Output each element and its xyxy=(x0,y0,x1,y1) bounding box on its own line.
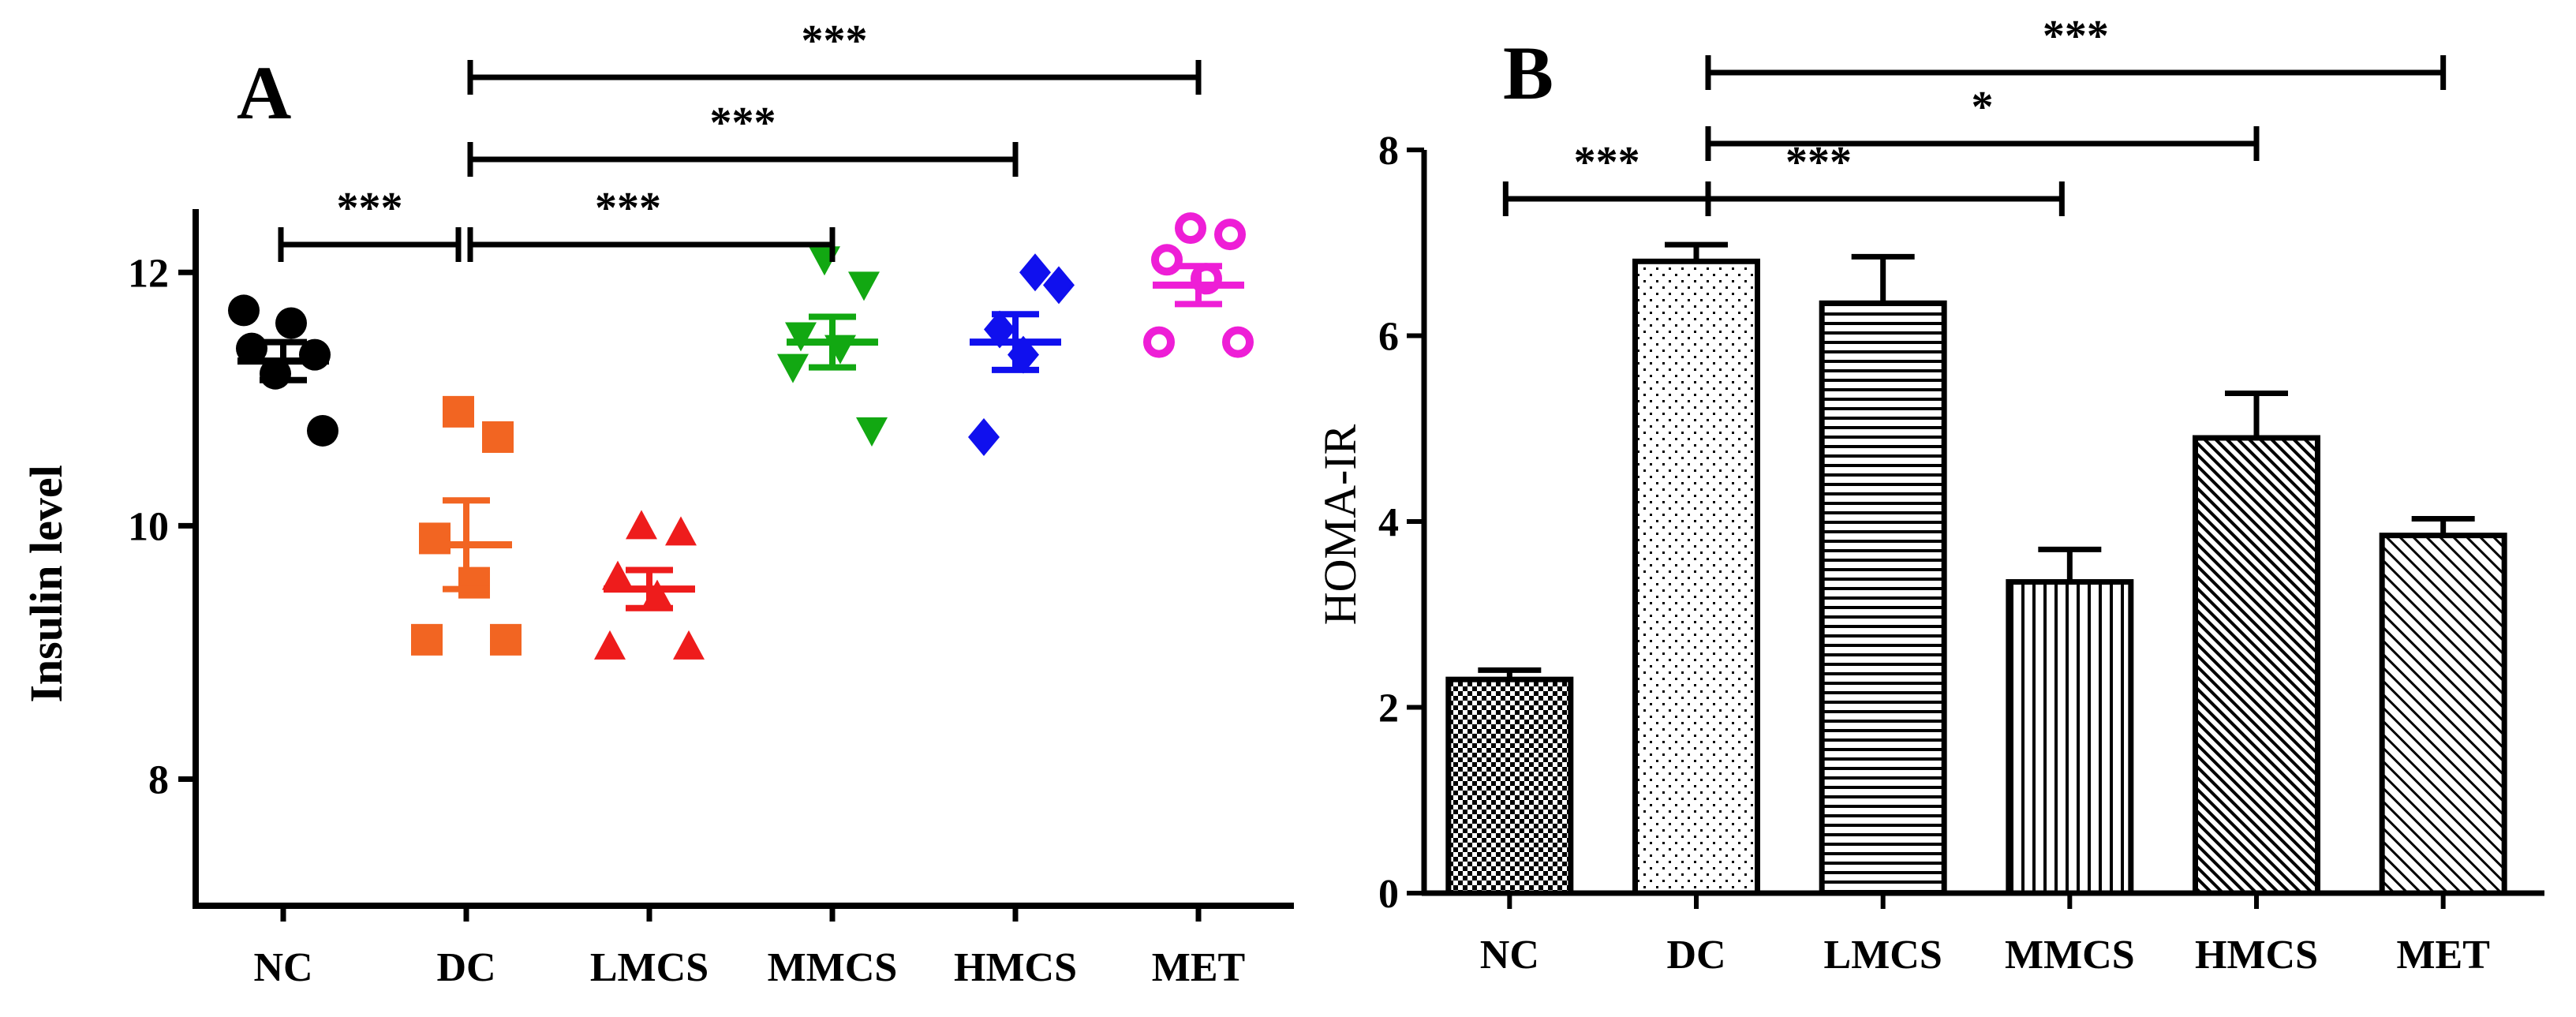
significance-label: *** xyxy=(337,184,403,233)
data-point xyxy=(1043,266,1075,305)
panel-a-category-label: LMCS xyxy=(590,945,708,990)
data-point xyxy=(809,246,840,276)
panel-a-ytick-label: 10 xyxy=(128,504,169,549)
data-point xyxy=(602,560,634,590)
data-point xyxy=(665,516,697,546)
data-point xyxy=(307,414,338,447)
significance-label: *** xyxy=(710,99,776,148)
panel-b-significance-bracket: *** xyxy=(1705,12,2447,90)
bar xyxy=(2379,533,2507,896)
panel-a-category-label: DC xyxy=(436,945,495,990)
panel-a-annotations: *** *** *** *** xyxy=(278,17,1202,262)
panel-b-letter: B xyxy=(1503,31,1553,115)
panel-a-ylabel: Insulin level xyxy=(21,465,72,702)
data-point xyxy=(1214,219,1246,251)
panel-a-significance-bracket: *** xyxy=(467,184,836,262)
data-point xyxy=(1143,326,1175,358)
data-point xyxy=(482,421,514,453)
panel-b-annotations: *** ******* xyxy=(1502,12,2447,216)
bar xyxy=(1632,258,1760,896)
panel-b-bar-group-lmcs xyxy=(1819,253,1947,896)
panel-b-category-label: MMCS xyxy=(2005,933,2135,978)
significance-label: *** xyxy=(802,17,868,65)
panel-a-significance-bracket: *** xyxy=(278,184,462,262)
data-point xyxy=(777,353,809,383)
panel-a-axes: 8 10 12 NC DC LMCS MMCS HMCS MET xyxy=(128,209,1294,990)
panel-a-category-label: MET xyxy=(1152,945,1245,990)
panel-b-marks xyxy=(1445,241,2507,896)
data-point xyxy=(1222,326,1254,358)
significance-label: *** xyxy=(595,184,661,233)
significance-label: * xyxy=(1972,83,1994,132)
panel-a: A Insulin level 8 10 12 NC DC LMCS MMCS HMCS MET… xyxy=(21,17,1294,990)
data-point xyxy=(1151,244,1183,276)
panel-b-significance-bracket: *** xyxy=(1705,138,2065,216)
panel-a-significance-bracket: *** xyxy=(467,99,1019,177)
panel-a-letter: A xyxy=(237,50,291,135)
bar xyxy=(2006,579,2134,896)
data-point xyxy=(419,522,451,555)
data-point xyxy=(490,623,522,656)
data-point xyxy=(228,294,260,327)
panel-a-group-hmcs xyxy=(968,253,1075,456)
bar xyxy=(2193,435,2320,896)
panel-a-ytick-label: 12 xyxy=(128,251,169,296)
panel-b-ytick-label: 2 xyxy=(1378,686,1399,731)
panel-b-significance-bracket: * xyxy=(1705,83,2260,161)
data-point xyxy=(626,510,657,540)
panel-b-bar-group-hmcs xyxy=(2193,391,2320,896)
panel-a-group-lmcs xyxy=(594,510,705,660)
panel-b-ytick-label: 8 xyxy=(1378,129,1399,174)
panel-b-ylabel: HOMA-IR xyxy=(1314,424,1366,625)
data-point xyxy=(443,395,474,428)
panel-b-axes: 0 2 4 6 8 NC DC LMCS MMCS HMCS MET xyxy=(1378,129,2544,978)
significance-label: *** xyxy=(1574,138,1640,187)
data-point xyxy=(856,417,888,447)
significance-label: *** xyxy=(2043,12,2109,61)
panel-b-significance-bracket: *** xyxy=(1502,138,1711,216)
panel-b-category-label: NC xyxy=(1480,933,1539,978)
panel-b-ytick-label: 0 xyxy=(1378,872,1399,917)
bar xyxy=(1819,300,1947,896)
panel-b-category-label: LMCS xyxy=(1824,933,1942,978)
panel-b-ytick-label: 4 xyxy=(1378,500,1399,545)
bar xyxy=(1445,676,1574,896)
data-point xyxy=(1019,253,1051,292)
panel-b-category-label: DC xyxy=(1666,933,1725,978)
panel-a-group-nc xyxy=(228,294,338,447)
panel-b-category-label: MET xyxy=(2396,933,2489,978)
data-point xyxy=(785,322,817,352)
panel-a-ytick-label: 8 xyxy=(148,757,169,802)
panel-a-category-label: HMCS xyxy=(954,945,1077,990)
data-point xyxy=(848,271,880,301)
panel-a-marks xyxy=(228,212,1254,660)
panel-b-bar-group-dc xyxy=(1632,241,1760,896)
data-point xyxy=(1175,212,1206,245)
panel-b-bar-group-met xyxy=(2379,515,2507,896)
data-point xyxy=(275,307,307,339)
panel-a-category-label: NC xyxy=(253,945,312,990)
panel-b-bar-group-mmcs xyxy=(2006,546,2134,896)
data-point xyxy=(411,623,443,656)
data-point xyxy=(594,630,626,660)
panel-a-category-label: MMCS xyxy=(768,945,898,990)
data-point xyxy=(673,630,705,660)
panel-b-bar-group-nc xyxy=(1445,667,1574,896)
panel-a-group-dc xyxy=(411,395,522,656)
panel-a-significance-bracket: *** xyxy=(467,17,1202,95)
panel-a-group-mmcs xyxy=(777,246,888,447)
data-point xyxy=(968,417,1000,456)
panel-b-category-label: HMCS xyxy=(2195,933,2318,978)
panel-a-group-met xyxy=(1143,212,1254,358)
panel-b-ytick-label: 6 xyxy=(1378,315,1399,360)
